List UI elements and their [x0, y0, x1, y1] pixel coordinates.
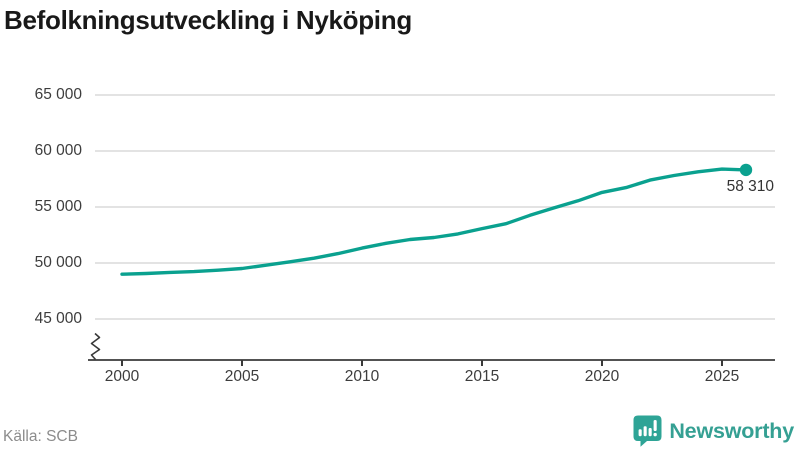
y-axis-label: 50 000 — [34, 254, 82, 271]
x-axis-tick — [481, 360, 483, 366]
x-axis-tick — [121, 360, 123, 366]
x-axis-label: 2015 — [464, 368, 500, 385]
x-axis-label: 2010 — [344, 368, 380, 385]
x-axis-label: 2005 — [224, 368, 260, 385]
page-title: Befolkningsutveckling i Nyköping — [4, 5, 412, 35]
y-axis-label: 45 000 — [34, 310, 82, 327]
gridline — [95, 318, 775, 320]
gridline — [95, 206, 775, 208]
y-axis-label: 65 000 — [34, 86, 82, 103]
x-axis-label: 2000 — [104, 368, 140, 385]
x-axis-tick — [601, 360, 603, 366]
newsworthy-logo: Newsworthy — [633, 414, 794, 448]
gridline — [95, 262, 775, 264]
axis-break-icon — [90, 332, 101, 361]
x-axis-tick — [721, 360, 723, 366]
x-axis-label: 2025 — [704, 368, 740, 385]
x-axis-label: 2020 — [584, 368, 620, 385]
brand-name: Newsworthy — [669, 418, 794, 443]
y-axis-label: 55 000 — [34, 198, 82, 215]
source-attribution: Källa: SCB — [3, 428, 78, 445]
end-value-label: 58 310 — [726, 178, 774, 195]
x-axis-tick — [241, 360, 243, 366]
population-line — [120, 167, 748, 276]
newsworthy-chart-bubble-icon — [633, 415, 662, 447]
end-point-marker — [739, 163, 753, 177]
gridline — [95, 150, 775, 152]
y-axis-label: 60 000 — [34, 142, 82, 159]
gridline — [95, 94, 775, 96]
x-axis-tick — [361, 360, 363, 366]
